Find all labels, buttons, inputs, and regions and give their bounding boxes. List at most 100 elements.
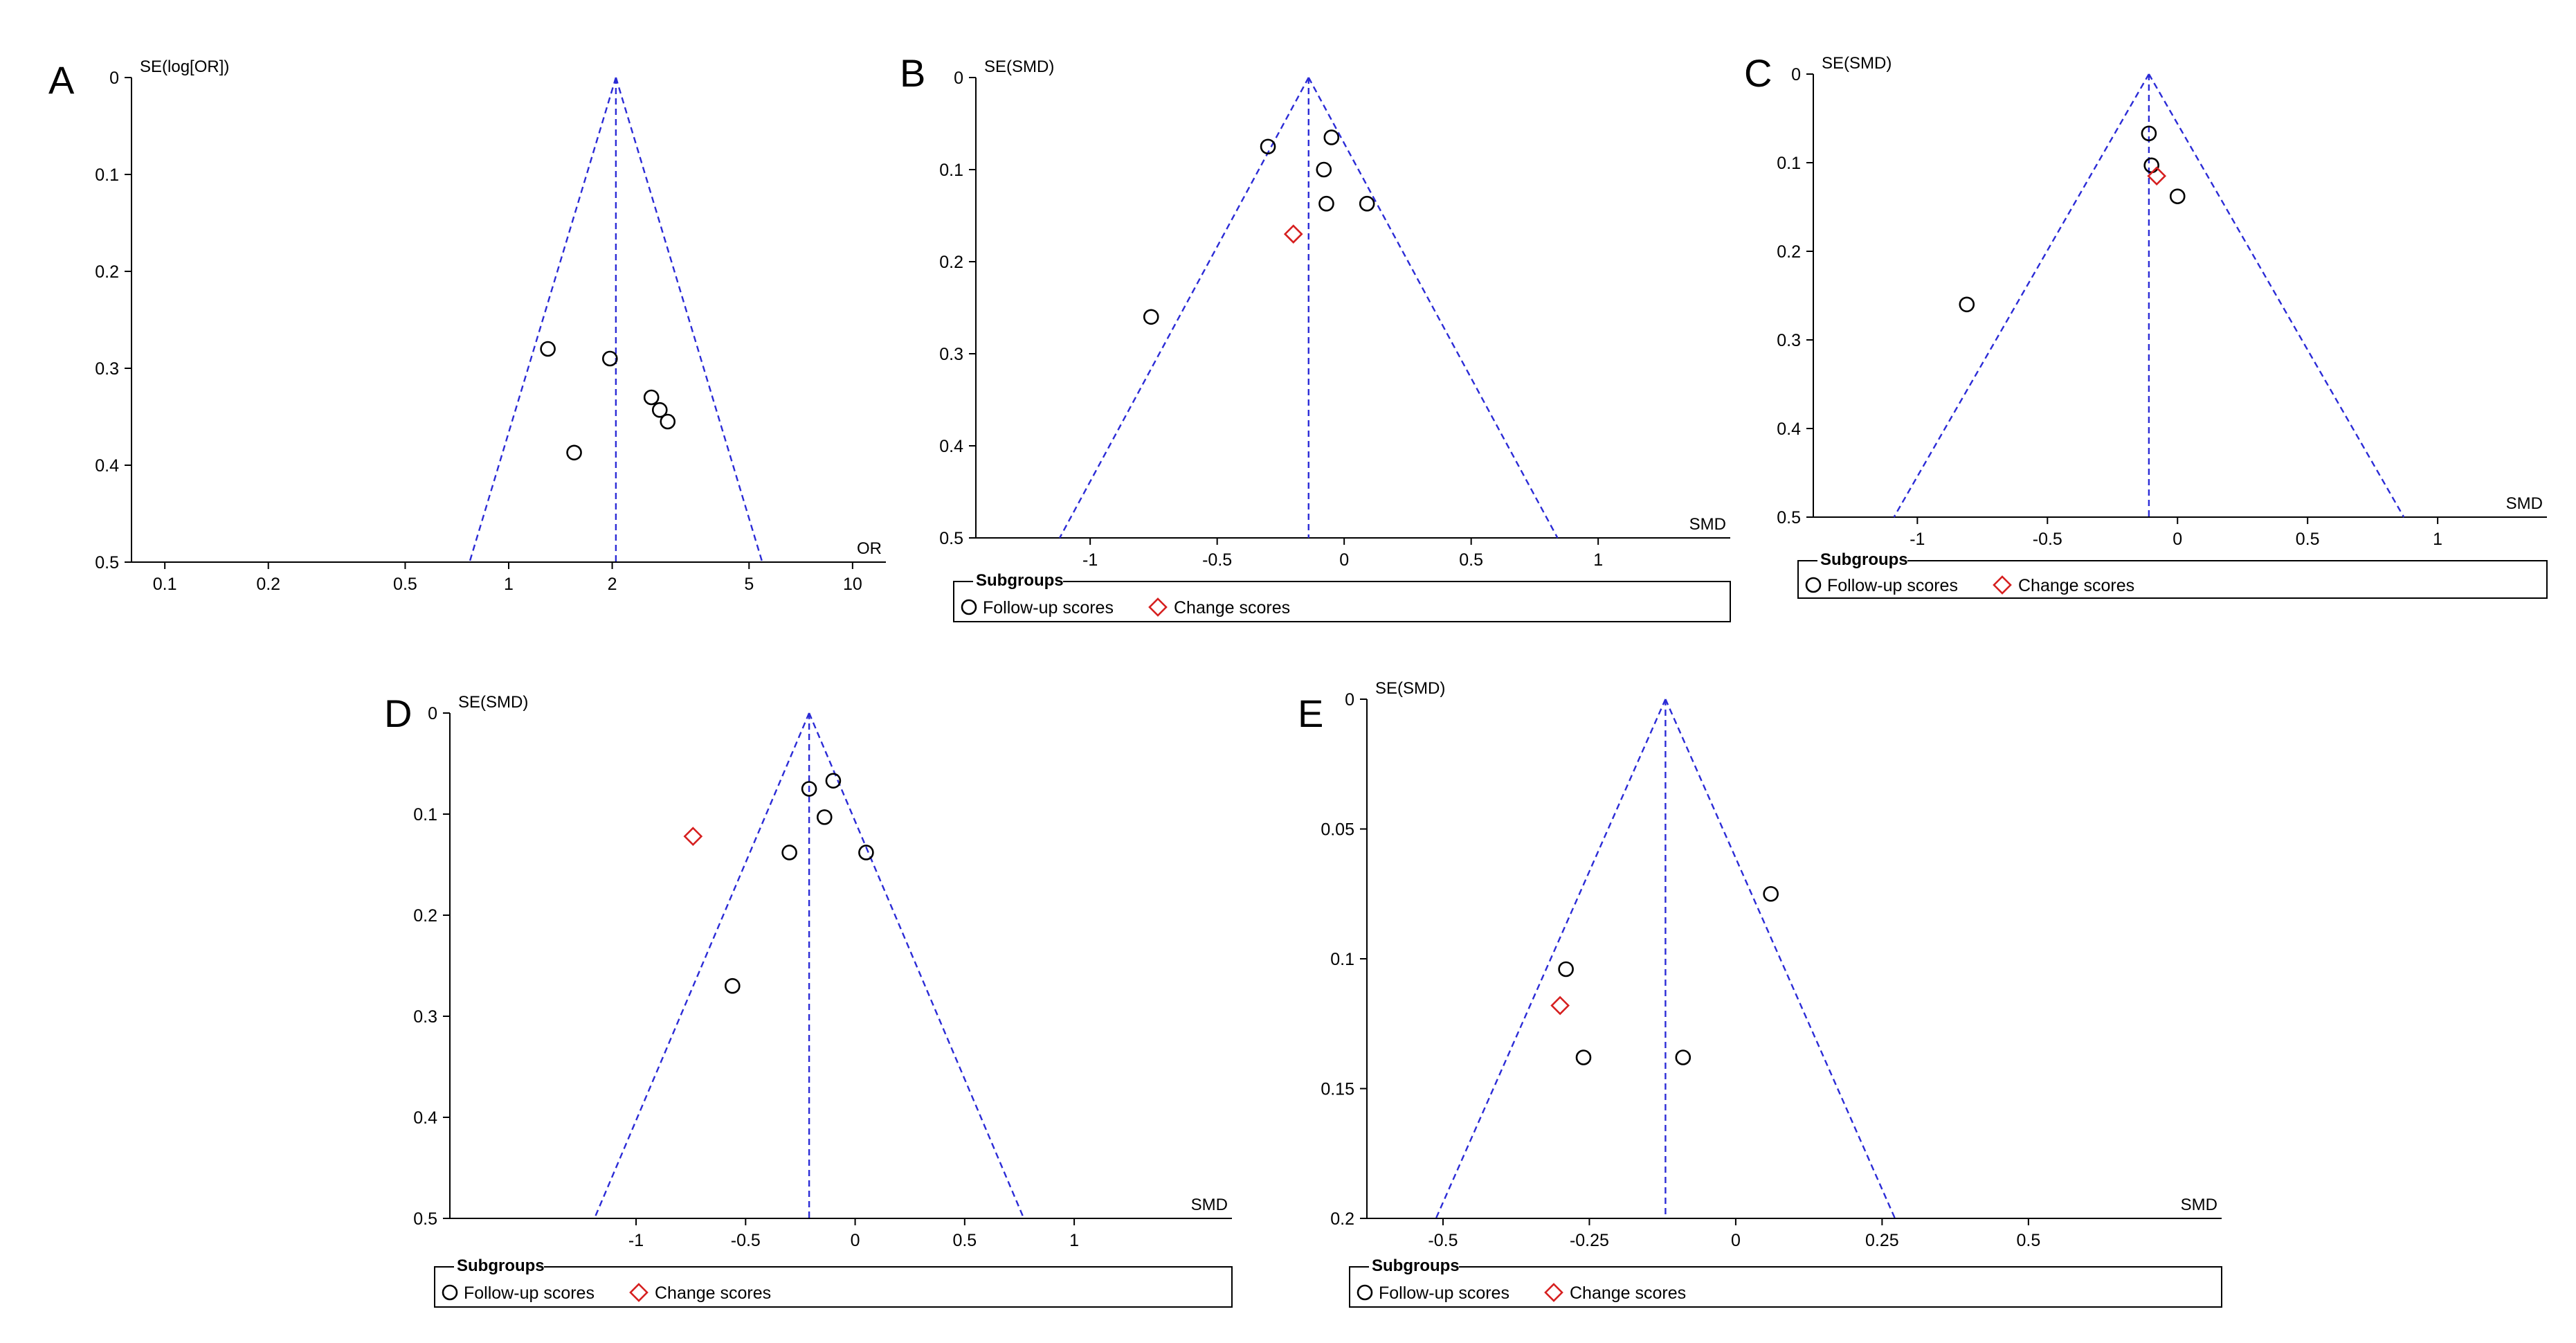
panel-c-y-tick-label: 0 [1791,65,1801,84]
panel-e-change-score-point [1550,995,1570,1016]
panel-c-x-tick-label: 0.5 [2296,530,2320,549]
panel-c-letter: C [1744,51,1772,95]
panel-a-funnel-left [469,77,617,563]
panel-a-y-tick-label: 0.5 [95,553,119,573]
panel-d-x-tick-label: 1 [1069,1231,1079,1250]
panel-c-legend-circle-icon [1805,577,1822,593]
panel-b-y-tick-label: 0.5 [939,529,963,548]
panel-e-study-point [1575,1049,1592,1065]
panel-e-study-point [1763,885,1779,902]
panel-b-legend-circle-icon [961,599,977,615]
panel-e-study-point [1558,961,1574,977]
panel-d-legend-title: Subgroups [457,1256,545,1275]
panel-e-y-tick-label: 0.1 [1330,950,1354,969]
panel-d-study-point [858,845,874,860]
panel-e-legend-item-follow-up: Follow-up scores [1379,1283,1509,1303]
panel-c-legend-item-change: Change scores [2018,576,2134,595]
panel-a-study-point [566,444,582,461]
panel-d-x-tick-label: 0 [851,1231,860,1250]
panel-e-letter: E [1298,692,1323,735]
panel-d-study-point [725,977,741,994]
panel-e-legend: Subgroups Follow-up scores Change scores [1349,1256,2222,1308]
panel-e-x-tick-label: -0.5 [1428,1231,1458,1250]
panel-d-study-point [781,845,797,860]
panel-c-x-tick-label: -1 [1910,530,1925,549]
panel-b-legend-box [953,581,1731,622]
panel-d-legend-diamond-icon [629,1283,648,1302]
panel-c-x-axis-label: SMD [2506,494,2543,513]
panel-c-y-tick-label: 0.3 [1777,331,1801,350]
panel-a-x-tick-label: 2 [608,575,617,594]
panel-c-legend-diamond-icon [1993,575,2012,595]
panel-e-funnel-right [1665,698,1896,1219]
panel-c-legend-title: Subgroups [1820,550,1908,569]
panel-d-study-point [825,773,842,789]
panel-a-y-tick-label: 0.3 [95,359,119,379]
panel-d: D 00.10.20.30.40.5SE(SMD)-1 -0.5 0 0.5 1SMDSu… [384,692,1233,1308]
panel-d-y-axis-label: SE(SMD) [458,693,528,712]
panel-e-legend-diamond-icon [1544,1283,1563,1302]
panel-c-y-tick-label: 0.4 [1777,420,1801,439]
panel-e-legend-box [1349,1266,2222,1308]
panel-e-legend-title-bg [1369,1259,1459,1274]
panel-e-y-axis-label: SE(SMD) [1375,679,1445,698]
panel-a-y-tick-label: 0.1 [95,165,119,185]
panel-c-legend-item-follow-up: Follow-up scores [1827,576,1958,595]
panel-b-legend: Subgroups Follow-up scores Change scores [953,571,1731,622]
panel-d-legend-item-follow-up: Follow-up scores [464,1283,595,1303]
panel-a-y-tick-label: 0.2 [95,262,119,282]
panel-a-funnel-right [615,77,763,563]
panel-d-legend-title-bg [454,1259,544,1274]
panel-b-legend-diamond-icon [1148,597,1168,617]
panel-b-x-tick-label: -1 [1082,550,1098,570]
panel-b-letter: B [900,51,925,95]
panel-a-study-point [660,413,676,430]
panel-b-study-point [1260,138,1276,155]
panel-d-y-tick-label: 0.1 [413,805,437,824]
panel-e-y-tick-label: 0.2 [1330,1209,1354,1229]
panel-c-x-tick-label: 0 [2173,530,2182,549]
panel-c-y-axis-label: SE(SMD) [1822,54,1892,73]
panel-c: C 00.10.20.30.40.5SE(SMD)-1 -0.5 0 0.5 1SMDSu… [1744,51,2548,599]
panel-d-x-tick-label: -0.5 [731,1231,761,1250]
panel-b-study-point [1143,309,1159,325]
panel-a-study-point [540,341,556,357]
panel-e-study-point [1675,1049,1691,1065]
panel-e-x-tick-label: 0.25 [1865,1231,1899,1250]
panel-b-x-tick-label: -0.5 [1202,550,1232,570]
panel-a-x-tick-label: 1 [504,575,514,594]
panel-c-study-point [2141,125,2157,142]
panel-e-y-tick-label: 0.15 [1321,1080,1354,1099]
panel-d-x-tick-label: -1 [628,1231,644,1250]
panel-a-letter: A [48,58,75,102]
panel-b-y-tick-label: 0.3 [939,345,963,364]
panel-e-legend-title: Subgroups [1372,1256,1460,1275]
panel-d-x-tick-label: 0.5 [952,1231,977,1250]
panel-b-legend-item-change: Change scores [1174,598,1290,618]
panel-c-x-tick-label: 1 [2433,530,2442,549]
panel-d-y-tick-label: 0.3 [413,1007,437,1027]
panel-b: B 0 0.1 0.2 0.3 0.4 0.5 SE(SMD) -1 -0.5 0 0.5 1 SMD Su… [900,51,1731,622]
panel-c-y-tick-label: 0.2 [1777,242,1801,262]
panel-b-study-point [1359,195,1375,212]
panel-a: A 0 0.1 0.2 0.3 0.4 0.5 SE(log[OR]) 0.1 0.2 0.5 1 2 5… [48,57,886,594]
panel-a-x-tick-label: 0.1 [153,575,177,594]
panel-c-funnel-right [2148,73,2405,518]
panel-a-x-tick-label: 0.5 [393,575,417,594]
panel-c-legend-title-bg [1817,552,1907,568]
panel-e-x-tick-label: 0.5 [2016,1231,2040,1250]
panel-b-y-tick-label: 0.1 [939,161,963,180]
panel-d-study-point [801,781,817,797]
panel-b-study-point [1318,195,1334,212]
panel-b-study-point [1323,129,1340,145]
panel-d-letter: D [384,692,412,735]
panel-b-y-tick-label: 0.4 [939,437,963,456]
panel-a-study-point [651,402,668,418]
panel-b-legend-title: Subgroups [976,571,1064,590]
panel-b-y-axis-label: SE(SMD) [984,57,1054,76]
panel-b-x-tick-label: 1 [1593,550,1603,570]
panel-e-y-tick-label: 0 [1345,690,1354,710]
panel-a-study-point [643,389,660,406]
panel-c-y-tick-label: 0.1 [1777,154,1801,173]
panel-b-y-tick-label: 0.2 [939,253,963,272]
